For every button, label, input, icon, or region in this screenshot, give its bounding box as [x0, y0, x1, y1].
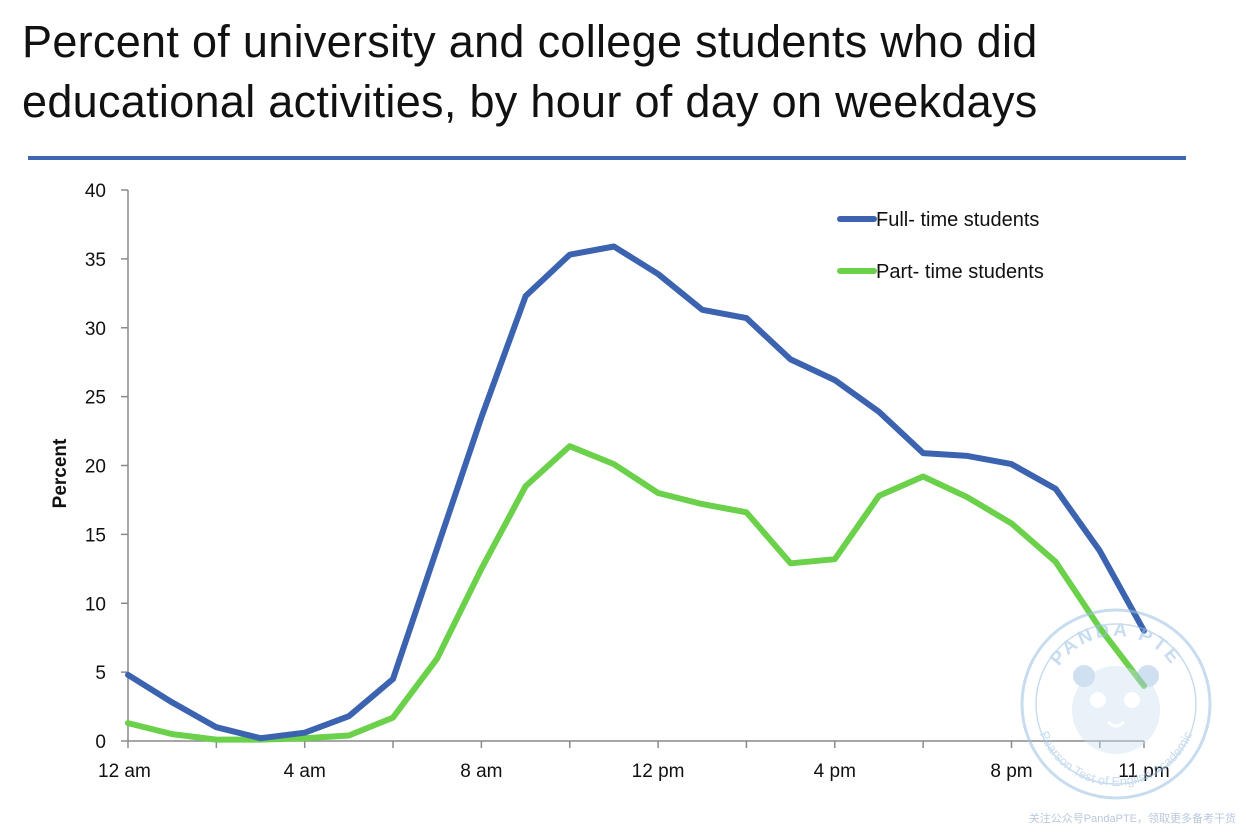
x-tick-label: 8 am: [460, 761, 502, 782]
chart-axes: 0 5 10 15 20 25 30 35 40 12 am 4 am 8 am 12 pm 4 pm 8 …: [50, 181, 1170, 782]
panda-pte-watermark: PANDA PTE Pearson Test of English Academ…: [1020, 608, 1212, 800]
y-tick-label: 15: [85, 525, 106, 546]
y-tick-label: 20: [85, 457, 106, 478]
legend-label: Full- time students: [876, 209, 1039, 231]
y-tick-label: 0: [95, 732, 106, 753]
y-axis-title: Percent: [50, 438, 71, 508]
part-time-students-line: [125, 443, 1147, 743]
x-tick-label: 4 am: [284, 761, 326, 782]
y-tick-label: 30: [85, 319, 106, 340]
x-tick-label: 12 am: [98, 761, 151, 782]
y-tick-label: 25: [85, 388, 106, 409]
chart-title: Percent of university and college studen…: [22, 16, 1038, 127]
chart-legend: Full- time students Part- time students: [837, 209, 1044, 283]
x-tick-label: 12 pm: [632, 761, 685, 782]
y-tick-label: 40: [85, 181, 106, 202]
legend-label: Part- time students: [876, 261, 1044, 283]
y-tick-label: 5: [95, 663, 106, 684]
chart-series: [125, 243, 1147, 743]
y-tick-label: 35: [85, 250, 106, 271]
footer-note: 关注公众号PandaPTE，领取更多备考干货: [1028, 813, 1236, 825]
full-time-students-line: [125, 243, 1147, 742]
x-tick-label: 11 pm: [1118, 761, 1169, 782]
watermark-brand-text: PANDA PTE: [1046, 620, 1185, 670]
x-tick-label: 4 pm: [814, 761, 856, 782]
title-divider: [28, 156, 1186, 160]
x-tick-label: 8 pm: [990, 761, 1032, 782]
y-tick-label: 10: [85, 594, 106, 615]
